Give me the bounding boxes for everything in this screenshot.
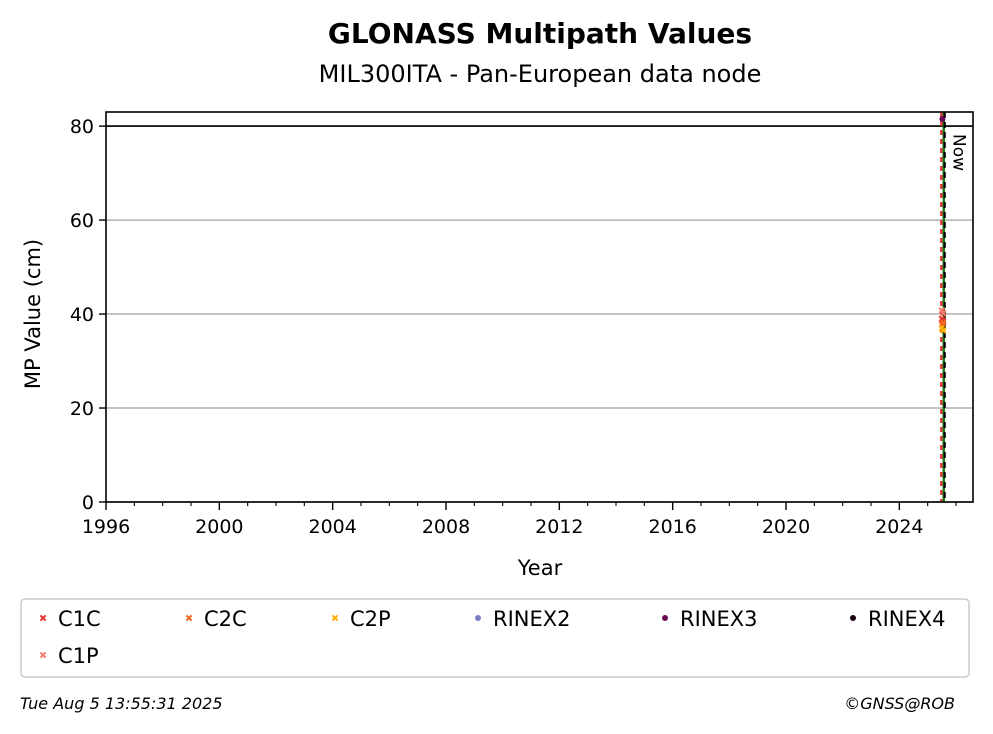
x-axis-label: Year bbox=[517, 556, 563, 580]
legend-marker-c2p bbox=[331, 614, 339, 622]
y-tick-label: 0 bbox=[82, 492, 94, 514]
data-point-rinex3 bbox=[939, 116, 946, 123]
x-tick-label: 2016 bbox=[648, 516, 696, 538]
plot-frame bbox=[105, 111, 974, 503]
legend: C1C C2C C2P RINEX2 RINEX3 RINEX4 C1P bbox=[20, 598, 970, 678]
y-axis-label: MP Value (cm) bbox=[21, 239, 45, 389]
y-tick-label: 40 bbox=[70, 304, 94, 326]
now-label: Now bbox=[949, 134, 969, 171]
legend-frame bbox=[20, 598, 970, 678]
legend-marker-c1c bbox=[39, 614, 47, 622]
copyright-credit: ©GNSS@ROB bbox=[844, 694, 955, 713]
x-tick-label: 2020 bbox=[762, 516, 810, 538]
timestamp: Tue Aug 5 13:55:31 2025 bbox=[20, 694, 223, 713]
legend-label-c2p: C2P bbox=[350, 607, 391, 631]
legend-marker-rinex4 bbox=[850, 615, 856, 621]
legend-label-c1p: C1P bbox=[58, 644, 99, 668]
legend-label-c1c: C1C bbox=[58, 607, 101, 631]
chart-subtitle: MIL300ITA - Pan-European data node bbox=[319, 60, 762, 88]
legend-label-rinex2: RINEX2 bbox=[493, 607, 571, 631]
legend-marker-rinex2 bbox=[475, 615, 481, 621]
data-point-c2p bbox=[939, 327, 947, 334]
data-point-c1p bbox=[939, 309, 947, 317]
legend-marker-rinex3 bbox=[662, 615, 668, 621]
legend-marker-c1p bbox=[39, 651, 47, 659]
x-tick-label: 1996 bbox=[82, 516, 130, 538]
x-tick-label: 2008 bbox=[422, 516, 470, 538]
x-tick-label: 2000 bbox=[195, 516, 243, 538]
y-tick-label: 60 bbox=[70, 210, 94, 232]
legend-label-rinex4: RINEX4 bbox=[868, 607, 946, 631]
legend-label-c2c: C2C bbox=[204, 607, 247, 631]
x-tick-label: 2024 bbox=[875, 516, 923, 538]
chart-title: GLONASS Multipath Values bbox=[328, 17, 752, 50]
y-tick-label: 80 bbox=[70, 116, 94, 138]
legend-label-rinex3: RINEX3 bbox=[680, 607, 758, 631]
y-tick-label: 20 bbox=[70, 398, 94, 420]
x-tick-label: 2004 bbox=[308, 516, 356, 538]
legend-marker-c2c bbox=[185, 614, 193, 622]
x-tick-label: 2012 bbox=[535, 516, 583, 538]
data-point-c2c bbox=[939, 319, 947, 326]
